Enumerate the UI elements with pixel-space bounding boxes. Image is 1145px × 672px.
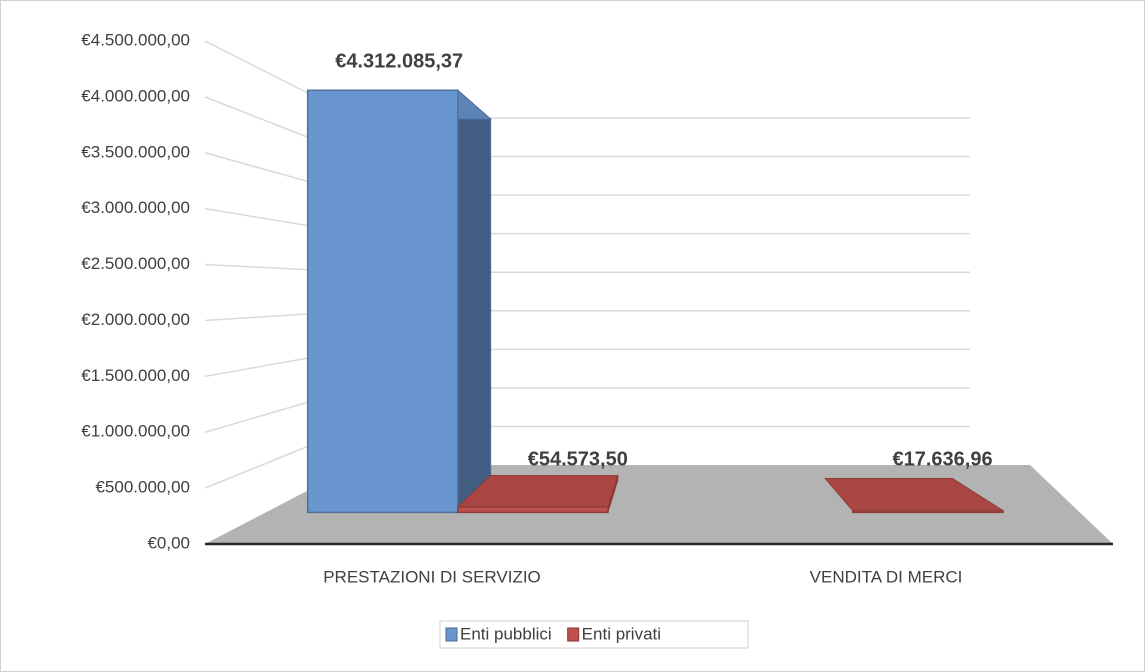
y-tick-label: €4.500.000,00: [81, 30, 190, 49]
bar-side: [457, 89, 492, 514]
bar-front: [306, 89, 459, 514]
y-tick-label: €2.000.000,00: [81, 310, 190, 329]
x-tick-label: PRESTAZIONI DI SERVIZIO: [323, 567, 541, 586]
bar: [306, 89, 493, 514]
y-tick-label: €3.500.000,00: [81, 142, 190, 161]
bar-front: [457, 506, 609, 514]
y-tick-label: €1.000.000,00: [81, 422, 190, 441]
y-tick-label: €3.000.000,00: [81, 198, 190, 217]
bar-front: [852, 509, 1004, 514]
y-tick-label: €2.500.000,00: [81, 254, 190, 273]
legend-label: Enti privati: [582, 624, 661, 643]
legend-swatch: [445, 627, 458, 642]
legend-swatch: [567, 627, 580, 642]
y-tick-label: €500.000,00: [95, 478, 190, 497]
bar: [824, 477, 1005, 514]
y-tick-label: €4.000.000,00: [81, 86, 190, 105]
x-tick-label: VENDITA DI MERCI: [810, 567, 963, 586]
data-label: €17.636,96: [893, 448, 993, 470]
y-tick-label: €1.500.000,00: [81, 366, 190, 385]
data-label: €54.573,50: [528, 448, 628, 470]
legend-label: Enti pubblici: [460, 624, 552, 643]
data-label: €4.312.085,37: [335, 50, 463, 72]
bar: [456, 474, 619, 514]
y-tick-label: €0,00: [147, 533, 190, 552]
legend-box: [439, 620, 749, 649]
